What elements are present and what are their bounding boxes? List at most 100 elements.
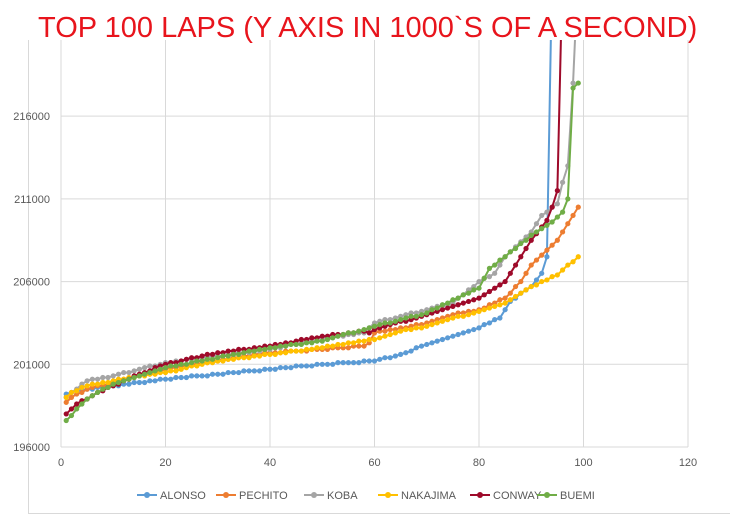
data-point [251, 368, 257, 374]
data-point [189, 360, 195, 366]
data-point [429, 340, 435, 346]
data-point [544, 277, 550, 283]
data-point [157, 376, 163, 382]
legend-item-buemi: BUEMI [537, 490, 595, 502]
data-point [225, 369, 231, 376]
legend-label: CONWAY [493, 490, 542, 502]
x-tick-label: 0 [58, 457, 64, 469]
data-point [512, 293, 519, 300]
chart-title: TOP 100 LAPS (Y AXIS IN 1000`S OF A SECO… [38, 12, 698, 44]
data-point [497, 257, 503, 263]
data-point [403, 326, 409, 333]
data-point [455, 295, 461, 301]
data-point [554, 188, 560, 194]
x-tick-label: 20 [159, 457, 171, 469]
y-axis-ticks: 196000 201000 206000 211000 216000 [13, 111, 50, 454]
data-point [100, 386, 106, 392]
legend-item-alonso: ALONSO [137, 490, 206, 502]
data-point [189, 373, 195, 379]
data-point [455, 313, 461, 319]
data-point [460, 330, 466, 336]
x-tick-label: 80 [473, 457, 485, 469]
data-point [356, 328, 362, 334]
data-point [230, 369, 237, 376]
data-point [126, 369, 132, 376]
data-point [147, 363, 153, 369]
data-point [335, 333, 341, 339]
data-point [267, 366, 273, 372]
data-point [100, 379, 106, 386]
data-point [523, 237, 529, 243]
data-point [162, 376, 169, 382]
data-point [460, 300, 466, 306]
data-point [324, 336, 331, 343]
data-point [486, 265, 493, 271]
data-point [84, 378, 90, 384]
data-point [178, 366, 184, 372]
data-point [439, 318, 446, 324]
data-point [277, 365, 284, 371]
data-point [236, 369, 242, 376]
data-point [288, 341, 294, 348]
data-point [142, 365, 148, 371]
data-point [539, 278, 545, 285]
data-point [330, 361, 336, 367]
data-point [136, 366, 142, 372]
series-line [65, 40, 562, 415]
x-tick-label: 120 [679, 457, 697, 469]
data-point [481, 292, 487, 298]
data-point [303, 340, 310, 346]
legend-marker [385, 492, 391, 498]
data-point [502, 307, 508, 313]
data-point [256, 353, 263, 359]
data-point [439, 302, 446, 308]
data-point [152, 368, 158, 374]
data-point [230, 356, 237, 362]
data-point [209, 356, 216, 362]
data-point [68, 412, 75, 419]
y-tick-label: 201000 [13, 359, 50, 371]
data-point [345, 330, 351, 336]
data-point [293, 348, 299, 354]
data-point [105, 384, 111, 391]
data-point [523, 245, 529, 252]
data-point [283, 343, 289, 349]
data-point [199, 353, 205, 359]
data-point [309, 363, 315, 369]
legend-item-pechito: PECHITO [216, 490, 288, 502]
data-point [377, 321, 383, 328]
data-point [178, 374, 184, 381]
data-point [528, 232, 534, 238]
legend-label: KOBA [327, 490, 358, 502]
data-point [507, 270, 513, 276]
data-point [351, 340, 357, 346]
data-point [476, 325, 482, 331]
data-point [89, 393, 95, 399]
data-point [434, 320, 440, 326]
data-point [288, 348, 294, 354]
data-point [121, 369, 127, 376]
data-point [366, 330, 372, 336]
data-point [560, 209, 566, 215]
data-point [105, 374, 111, 381]
data-point [507, 249, 513, 255]
data-point [549, 219, 555, 225]
data-point [361, 358, 367, 364]
data-point [518, 278, 524, 285]
data-point [283, 350, 289, 356]
data-point [79, 389, 85, 396]
data-point [413, 345, 419, 351]
data-point [497, 315, 503, 321]
data-point [476, 285, 482, 291]
data-point [298, 341, 304, 348]
data-point [418, 325, 425, 331]
data-point [314, 361, 320, 367]
data-point [528, 283, 534, 290]
data-point [89, 381, 95, 387]
legend-item-conway: CONWAY [470, 490, 542, 502]
legend: ALONSO PECHITO KOBA NAKAJIMA CONWAY BUEMI [137, 490, 595, 502]
data-point [549, 242, 555, 248]
data-point [335, 360, 341, 366]
data-point [455, 331, 461, 338]
